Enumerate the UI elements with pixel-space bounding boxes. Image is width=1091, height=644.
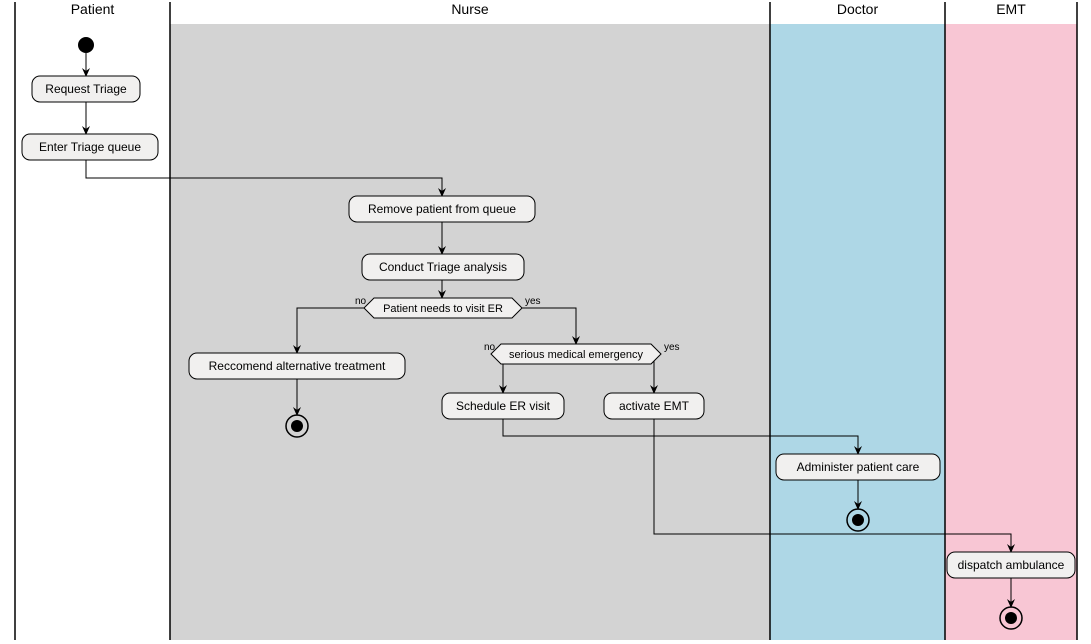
activity-label-enter: Enter Triage queue bbox=[39, 140, 141, 154]
lane-bg-doctor bbox=[770, 24, 945, 640]
start-node bbox=[78, 37, 94, 53]
activity-label-dispatch: dispatch ambulance bbox=[958, 558, 1065, 572]
activity-label-actemt: activate EMT bbox=[619, 399, 690, 413]
edge-label-d1-d2: yes bbox=[525, 296, 541, 307]
end-node-inner-end2 bbox=[852, 514, 864, 526]
end-node-inner-end3 bbox=[1005, 612, 1017, 624]
decision-label-d1: Patient needs to visit ER bbox=[383, 303, 503, 315]
activity-label-recc: Reccomend alternative treatment bbox=[209, 359, 386, 373]
lane-header-doctor: Doctor bbox=[837, 1, 879, 17]
lane-header-nurse: Nurse bbox=[451, 1, 489, 17]
activity-label-conduct: Conduct Triage analysis bbox=[379, 260, 507, 274]
lane-bg-patient bbox=[15, 24, 170, 640]
diagram-svg: PatientNurseDoctorEMTnoyesnoyesRequest T… bbox=[0, 0, 1091, 644]
edge-label-d1-recc: no bbox=[355, 296, 367, 307]
edge-label-d2-actemt: yes bbox=[664, 342, 680, 353]
end-node-inner-end1 bbox=[291, 420, 303, 432]
lane-header-patient: Patient bbox=[71, 1, 115, 17]
lane-bg-nurse bbox=[170, 24, 770, 640]
activity-label-admin: Administer patient care bbox=[797, 460, 920, 474]
activity-diagram: PatientNurseDoctorEMTnoyesnoyesRequest T… bbox=[0, 0, 1091, 644]
activity-label-remove: Remove patient from queue bbox=[368, 202, 516, 216]
decision-label-d2: serious medical emergency bbox=[509, 349, 643, 361]
lane-header-emt: EMT bbox=[996, 1, 1026, 17]
activity-label-req: Request Triage bbox=[45, 82, 127, 96]
activity-label-sched: Schedule ER visit bbox=[456, 399, 551, 413]
